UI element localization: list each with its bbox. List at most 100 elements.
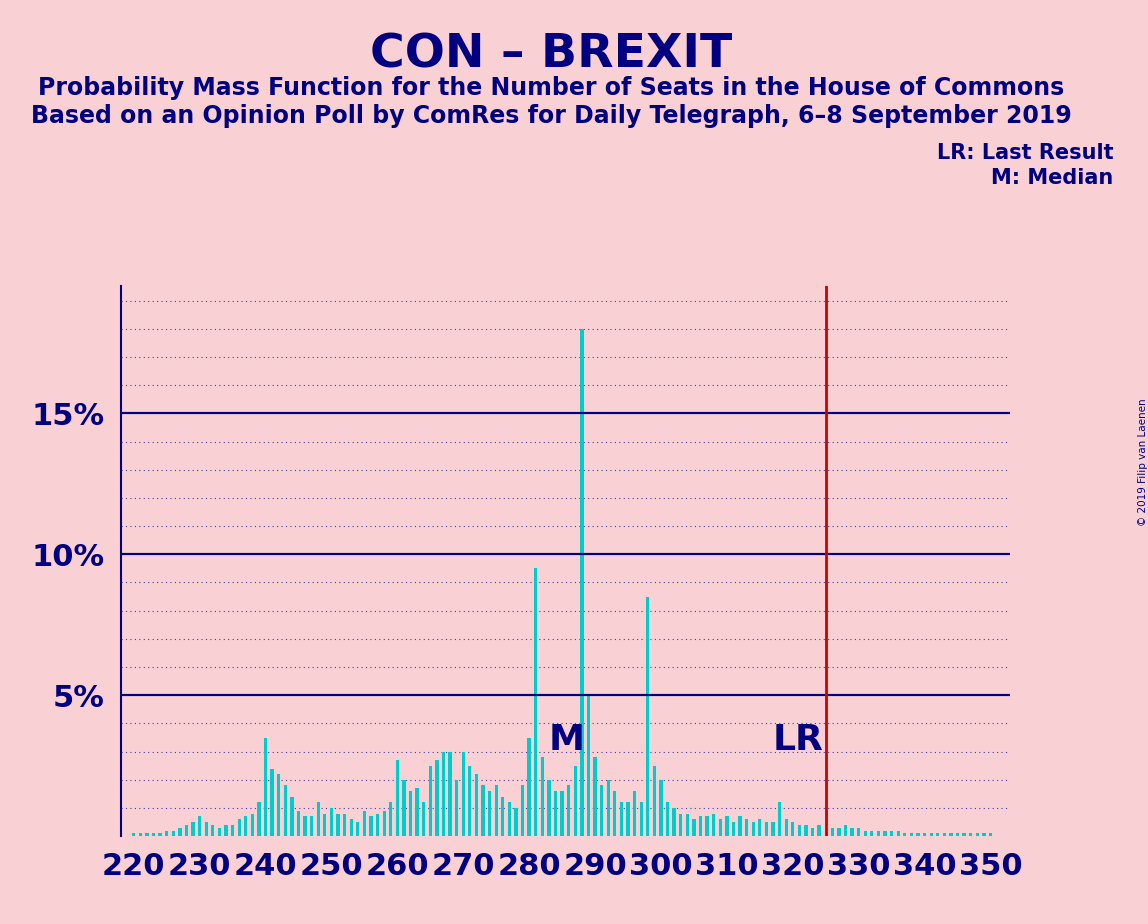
Bar [165, 831, 169, 836]
Bar [257, 802, 261, 836]
Bar [930, 833, 933, 836]
Bar [468, 766, 472, 836]
Bar [639, 802, 643, 836]
Bar [396, 760, 400, 836]
Bar [784, 820, 788, 836]
Bar [422, 802, 426, 836]
Bar [633, 791, 636, 836]
Bar [692, 820, 696, 836]
Bar [680, 814, 682, 836]
Text: LR: LR [773, 723, 824, 758]
Bar [936, 833, 939, 836]
Bar [461, 751, 465, 836]
Bar [771, 822, 775, 836]
Bar [646, 597, 650, 836]
Bar [324, 814, 326, 836]
Bar [606, 780, 610, 836]
Bar [507, 802, 511, 836]
Bar [224, 825, 227, 836]
Bar [765, 822, 768, 836]
Bar [883, 831, 886, 836]
Bar [336, 814, 340, 836]
Bar [969, 833, 972, 836]
Bar [580, 329, 583, 836]
Bar [158, 833, 162, 836]
Bar [903, 833, 907, 836]
Bar [778, 802, 782, 836]
Bar [435, 760, 439, 836]
Bar [132, 833, 135, 836]
Bar [817, 825, 821, 836]
Bar [271, 769, 273, 836]
Bar [810, 828, 814, 836]
Bar [844, 825, 847, 836]
Bar [329, 808, 333, 836]
Bar [653, 766, 656, 836]
Bar [956, 833, 960, 836]
Bar [211, 825, 215, 836]
Bar [983, 833, 985, 836]
Bar [731, 822, 735, 836]
Bar [481, 785, 484, 836]
Bar [705, 817, 708, 836]
Bar [204, 822, 208, 836]
Bar [567, 785, 571, 836]
Bar [858, 828, 860, 836]
Bar [303, 817, 307, 836]
Bar [290, 796, 294, 836]
Bar [250, 814, 254, 836]
Bar [192, 822, 195, 836]
Bar [442, 751, 445, 836]
Bar [534, 568, 537, 836]
Text: M: M [549, 723, 585, 758]
Bar [178, 828, 181, 836]
Bar [943, 833, 946, 836]
Bar [659, 780, 662, 836]
Bar [851, 828, 854, 836]
Bar [284, 785, 287, 836]
Bar [890, 831, 893, 836]
Bar [699, 817, 703, 836]
Bar [370, 817, 373, 836]
Bar [666, 802, 669, 836]
Bar [152, 833, 155, 836]
Bar [909, 833, 913, 836]
Bar [988, 833, 992, 836]
Bar [962, 833, 965, 836]
Bar [475, 774, 478, 836]
Bar [521, 785, 525, 836]
Bar [382, 811, 386, 836]
Bar [752, 822, 755, 836]
Bar [916, 833, 920, 836]
Bar [738, 817, 742, 836]
Bar [231, 825, 234, 836]
Text: © 2019 Filip van Laenen: © 2019 Filip van Laenen [1139, 398, 1148, 526]
Bar [791, 822, 794, 836]
Bar [409, 791, 412, 836]
Bar [527, 737, 530, 836]
Text: Probability Mass Function for the Number of Seats in the House of Commons: Probability Mass Function for the Number… [38, 76, 1064, 100]
Bar [719, 820, 722, 836]
Bar [798, 825, 801, 836]
Bar [514, 808, 518, 836]
Bar [949, 833, 953, 836]
Bar [758, 820, 761, 836]
Bar [146, 833, 148, 836]
Bar [375, 814, 379, 836]
Text: CON – BREXIT: CON – BREXIT [370, 32, 732, 78]
Bar [218, 828, 222, 836]
Bar [560, 791, 564, 836]
Bar [185, 825, 188, 836]
Bar [171, 831, 174, 836]
Bar [620, 802, 623, 836]
Bar [488, 791, 491, 836]
Bar [502, 796, 504, 836]
Bar [428, 766, 432, 836]
Bar [310, 817, 313, 836]
Text: LR: Last Result: LR: Last Result [937, 143, 1114, 164]
Bar [897, 831, 900, 836]
Bar [343, 814, 347, 836]
Bar [416, 788, 419, 836]
Bar [574, 766, 577, 836]
Bar [837, 828, 840, 836]
